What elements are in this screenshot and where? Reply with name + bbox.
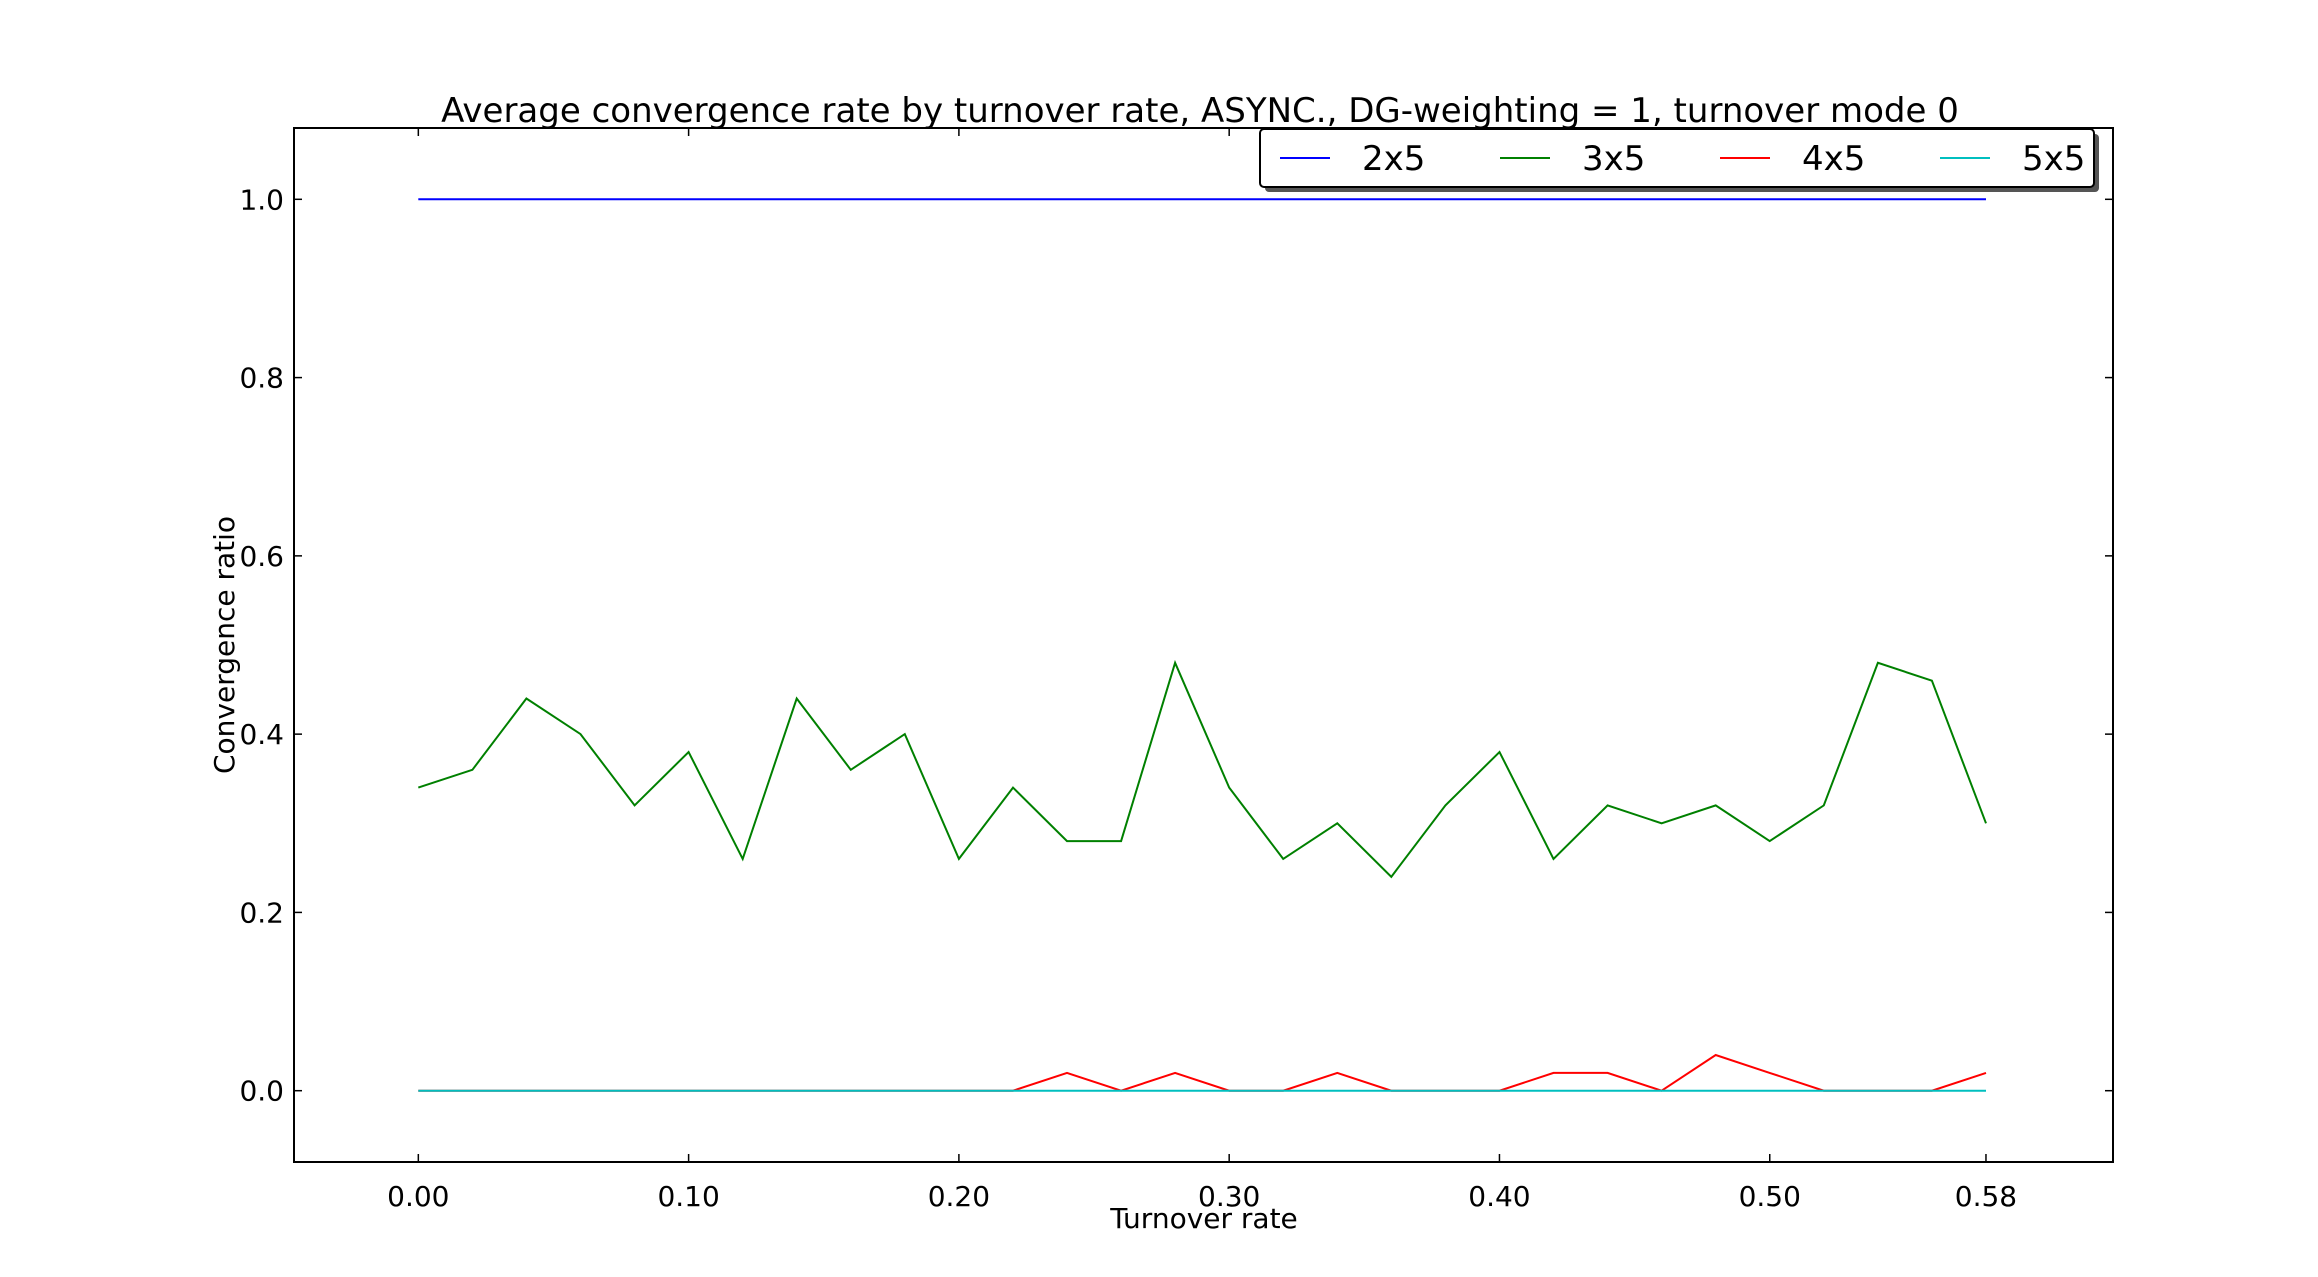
chart-title: Average convergence rate by turnover rat… [441, 91, 1959, 131]
x-tick-label: 0.20 [928, 1180, 990, 1213]
series-line-4x5 [418, 1053, 1987, 1092]
y-tick-label: 0.0 [239, 1075, 284, 1108]
y-tick-label: 0.8 [239, 362, 284, 395]
legend: 2x5 3x5 4x5 5x5 [1259, 128, 2099, 192]
plot-frame [293, 127, 2114, 1163]
x-tick-label: 0.58 [1955, 1180, 2017, 1213]
x-tick-label: 0.30 [1198, 1180, 1260, 1213]
legend-label-5x5: 5x5 [2022, 139, 2085, 179]
legend-label-2x5: 2x5 [1362, 139, 1425, 179]
x-axis-label: Turnover rate [1109, 1202, 1298, 1235]
x-tick-label: 0.00 [387, 1180, 449, 1213]
legend-label-4x5: 4x5 [1802, 139, 1865, 179]
y-tick-label: 0.2 [239, 896, 284, 929]
y-tick-label: 1.0 [239, 183, 284, 216]
ticks-layer: 0.00 0.10 0.20 0.30 0.40 0.50 0.58 0.0 0.2 0.4 0.6… [239, 128, 2113, 1213]
x-tick-label: 0.10 [657, 1180, 719, 1213]
y-tick-label: 0.6 [239, 540, 284, 573]
legend-label-3x5: 3x5 [1582, 139, 1645, 179]
legend-box [1259, 128, 2095, 188]
x-tick-label: 0.50 [1739, 1180, 1801, 1213]
y-axis-label: Convergence ratio [208, 516, 241, 774]
y-tick-label: 0.4 [239, 718, 284, 751]
x-tick-label: 0.40 [1468, 1180, 1530, 1213]
series-layer [417, 198, 1987, 1092]
series-line-3x5 [417, 659, 1987, 879]
